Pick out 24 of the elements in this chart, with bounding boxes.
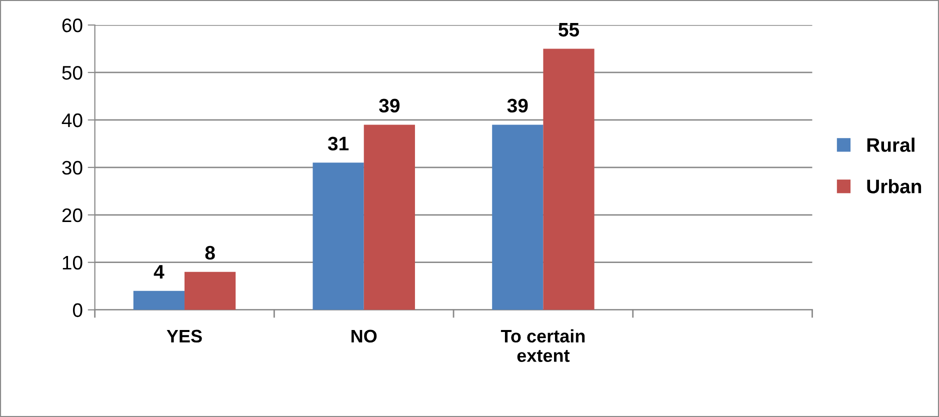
- data-label: 39: [507, 98, 528, 113]
- data-label: 4: [154, 265, 164, 278]
- legend-label: Urban: [867, 179, 922, 194]
- x-tick-label: YES: [166, 330, 202, 343]
- bar: [312, 162, 364, 310]
- y-tick-label: 40: [62, 113, 82, 128]
- bar: [133, 290, 185, 310]
- data-label: 8: [205, 246, 215, 260]
- y-tick-label: 20: [62, 208, 82, 222]
- y-tick-label: 50: [62, 66, 82, 80]
- y-tick-label: 0: [72, 303, 82, 318]
- y-tick-label: 10: [62, 256, 82, 270]
- y-tick-label: 60: [62, 18, 82, 32]
- y-tick-label: 30: [62, 160, 82, 175]
- x-tick-label: NO: [352, 330, 377, 343]
- legend-label: Rural: [867, 138, 914, 152]
- data-label: 55: [558, 23, 580, 37]
- data-label: 31: [328, 136, 349, 151]
- bar: [492, 124, 544, 310]
- bar: [543, 48, 594, 310]
- data-label: 39: [379, 98, 400, 113]
- x-tick-label: To certain extent: [500, 329, 585, 362]
- bar: [364, 124, 415, 310]
- bar: [184, 272, 236, 310]
